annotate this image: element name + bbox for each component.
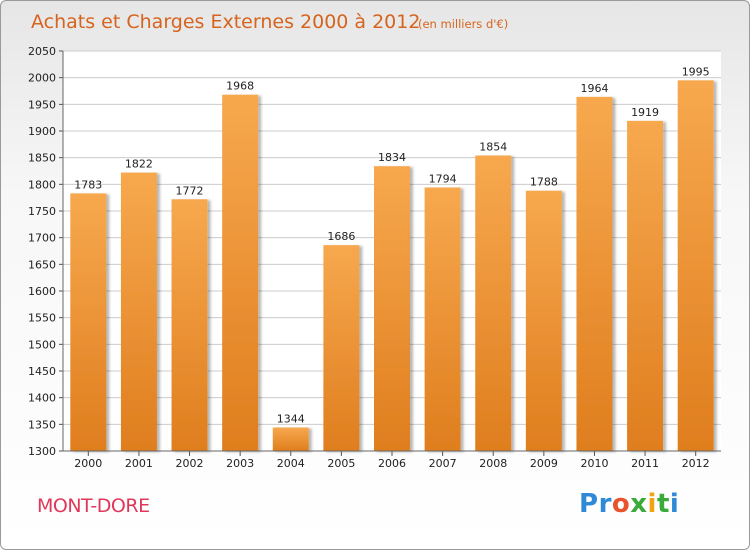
- bar-value-label: 1919: [631, 106, 659, 119]
- place-name: MONT-DORE: [37, 495, 150, 517]
- y-tick-label: 1700: [28, 232, 56, 245]
- y-tick-label: 1600: [28, 285, 56, 298]
- y-tick-label: 1550: [28, 312, 56, 325]
- x-axis-ticks: 2000 2001 2002 2003 2004 2005 2006 2007 2008 2009…: [74, 451, 710, 470]
- bar-2005: [323, 245, 360, 451]
- y-tick-label: 2000: [28, 72, 56, 85]
- bar-value-label: 1686: [327, 230, 355, 243]
- bar-2006: [374, 166, 410, 451]
- bars: 1783 1822 1772 1968 1344 1686 1834 1794 1854 1788…: [70, 65, 714, 452]
- bar-2007: [424, 187, 461, 452]
- bar-value-label: 1788: [530, 176, 558, 189]
- bar-value-label: 1783: [74, 178, 102, 191]
- x-tick-label: 2008: [479, 457, 507, 470]
- y-tick-label: 1750: [28, 205, 56, 218]
- logo-letter: x: [630, 489, 648, 519]
- x-tick-label: 2012: [682, 457, 710, 470]
- x-tick-label: 2007: [429, 457, 457, 470]
- y-tick-label: 1800: [28, 178, 56, 191]
- logo-letter: t: [656, 489, 670, 519]
- bar-2000: [70, 193, 107, 451]
- x-tick-label: 2005: [327, 457, 355, 470]
- y-tick-label: 1500: [28, 338, 56, 351]
- x-tick-label: 2010: [580, 457, 608, 470]
- proxiti-logo: Proxiti: [579, 489, 679, 519]
- bar-value-label: 1772: [176, 184, 204, 197]
- y-tick-label: 1450: [28, 365, 56, 378]
- y-tick-label: 1950: [28, 98, 56, 111]
- logo-letter: i: [669, 489, 680, 519]
- x-tick-label: 2002: [176, 457, 204, 470]
- bar-value-label: 1794: [429, 173, 457, 186]
- chart-subtitle: (en milliers d'€): [418, 17, 508, 31]
- bar-2009: [525, 190, 562, 451]
- logo-letter: o: [611, 489, 631, 519]
- bar-value-label: 1854: [479, 141, 507, 154]
- y-tick-label: 1850: [28, 152, 56, 165]
- x-tick-label: 2011: [631, 457, 659, 470]
- x-tick-label: 2000: [74, 457, 102, 470]
- bar-value-label: 1344: [277, 413, 305, 426]
- y-tick-label: 1350: [28, 418, 56, 431]
- bar-2002: [171, 199, 208, 451]
- bar-value-label: 1964: [580, 82, 608, 95]
- y-tick-label: 1900: [28, 125, 56, 138]
- bar-2011: [627, 120, 664, 451]
- logo-letter: P: [579, 489, 599, 519]
- bar-value-label: 1834: [378, 151, 406, 164]
- y-tick-label: 1300: [28, 445, 56, 458]
- logo-letter: r: [598, 489, 612, 519]
- bar-2004: [272, 427, 309, 451]
- x-tick-label: 2003: [226, 457, 254, 470]
- x-tick-label: 2001: [125, 457, 153, 470]
- x-tick-label: 2006: [378, 457, 406, 470]
- x-tick-label: 2009: [530, 457, 558, 470]
- y-tick-label: 1650: [28, 258, 56, 271]
- x-tick-label: 2004: [277, 457, 305, 470]
- bar-2012: [677, 80, 714, 451]
- y-axis-ticks: 1300 1350 1400 1450 1500 1550 1600 1650 1700 1750…: [28, 45, 63, 458]
- bar-2001: [120, 172, 157, 451]
- bar-value-label: 1822: [125, 158, 153, 171]
- chart-title: Achats et Charges Externes 2000 à 2012: [31, 11, 420, 33]
- bar-2010: [576, 96, 613, 451]
- axes: [62, 51, 721, 452]
- logo-letter: i: [647, 489, 657, 519]
- bar-2008: [475, 155, 512, 452]
- y-tick-label: 1400: [28, 392, 56, 405]
- bar-2003: [222, 94, 259, 451]
- y-tick-label: 2050: [28, 45, 56, 58]
- bar-value-label: 1968: [226, 80, 254, 93]
- bar-value-label: 1995: [682, 65, 710, 78]
